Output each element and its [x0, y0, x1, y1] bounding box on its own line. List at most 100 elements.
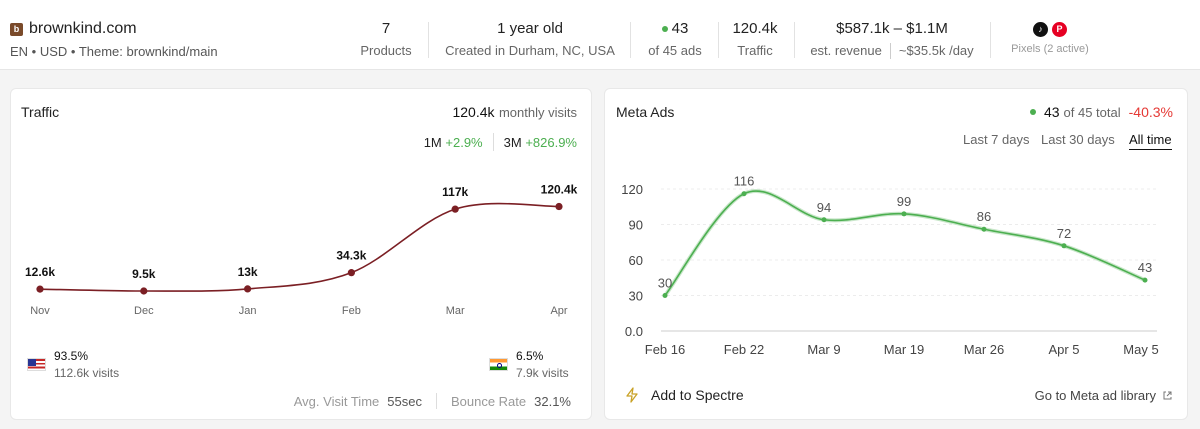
ads-x-tick: Mar 19 [884, 342, 924, 357]
divider [435, 393, 437, 409]
traffic-point [451, 205, 459, 213]
ads-x-tick: May 5 [1123, 342, 1158, 357]
ads-point [981, 226, 987, 232]
change-1m-value: +2.9% [445, 134, 483, 150]
bounce-label: Bounce Rate [450, 393, 527, 409]
ads-data-label: 116 [734, 174, 755, 189]
products-stat[interactable]: 7 Products [356, 20, 416, 58]
avg-visit-value: 55sec [387, 393, 422, 409]
revenue-stat[interactable]: $587.1k – $1.1M est. revenue ~$35.5k /da… [800, 20, 984, 59]
traffic-x-tick: Apr [550, 305, 567, 317]
divider [492, 133, 494, 151]
products-count: 7 [381, 20, 391, 37]
country-visits: 112.6k visits [54, 366, 120, 380]
ads-data-label: 86 [977, 209, 991, 224]
ads-y-tick: 30 [629, 289, 643, 304]
traffic-x-tick: Feb [342, 305, 361, 317]
ads-y-tick: 120 [621, 182, 643, 197]
country-india: 6.5% 7.9k visits [489, 349, 569, 380]
traffic-point [244, 285, 252, 293]
ads-point [901, 211, 907, 217]
traffic-point [347, 269, 355, 277]
ads-data-label: 72 [1057, 226, 1071, 241]
traffic-changes: 1M +2.9% 3M +826.9% [424, 133, 577, 151]
tab-all-time[interactable]: All time [1129, 132, 1172, 150]
ads-x-tick: Feb 22 [724, 342, 764, 357]
divider [794, 22, 795, 58]
pixels-label: Pixels (2 active) [1011, 43, 1089, 55]
ads-x-tick: Apr 5 [1048, 342, 1079, 357]
traffic-line [39, 202, 560, 292]
traffic-card: Traffic 120.4k monthly visits 1M +2.9% 3… [10, 88, 592, 420]
ads-change: -40.3% [1128, 104, 1173, 120]
country-visits: 7.9k visits [516, 366, 569, 380]
add-to-spectre-label: Add to Spectre [651, 387, 744, 403]
lightning-icon [626, 387, 638, 403]
us-flag-icon [27, 358, 46, 371]
ads-chart: 0.0 30 60 90 120 30 Feb 16 116 Feb 22 94 Mar 9 99 Ma… [621, 174, 1158, 357]
traffic-title: Traffic [21, 104, 60, 120]
bounce-value: 32.1% [534, 393, 571, 409]
meta-ad-library-link[interactable]: Go to Meta ad library [1035, 388, 1173, 403]
ads-data-label: 30 [658, 276, 672, 291]
age-stat: 1 year old Created in Durham, NC, USA [440, 20, 620, 58]
add-to-spectre-button[interactable]: Add to Spectre [625, 387, 744, 403]
country-pct: 93.5% [54, 349, 89, 363]
divider [718, 22, 719, 58]
active-dot-icon [1029, 109, 1036, 115]
india-flag-icon [489, 358, 508, 371]
traffic-data-label: 12.6k [25, 265, 55, 279]
ads-stat[interactable]: 43 of 45 ads [640, 20, 710, 58]
traffic-data-label: 117k [442, 185, 468, 199]
traffic-x-tick: Mar [446, 305, 465, 317]
traffic-data-label: 120.4k [541, 183, 578, 197]
revenue-label: est. revenue [810, 43, 882, 58]
traffic-point [140, 287, 148, 295]
pixels-stat[interactable]: ♪ P Pixels (2 active) [1006, 22, 1094, 55]
products-label: Products [360, 43, 412, 58]
store-age: 1 year old [497, 20, 563, 37]
country-us: 93.5% 112.6k visits [27, 349, 119, 380]
store-favicon-icon: b [10, 22, 23, 36]
ads-total: of 45 total [1063, 104, 1121, 120]
tab-last-30-days[interactable]: Last 30 days [1041, 132, 1115, 147]
traffic-stat[interactable]: 120.4k Traffic [722, 20, 788, 58]
ads-data-label: 99 [897, 194, 911, 209]
ads-point [1061, 243, 1067, 249]
change-1m-label: 1M [423, 134, 442, 150]
store-domain[interactable]: brownkind.com [29, 20, 137, 37]
active-dot-icon [661, 26, 668, 33]
traffic-chart: 12.6k Nov 9.5k Dec 13k Jan 34.3k Feb 117k Mar 120.… [25, 183, 578, 317]
ads-x-tick: Feb 16 [645, 342, 685, 357]
meta-ads-card: Meta Ads 43 of 45 total -40.3% Last 7 da… [604, 88, 1188, 420]
ads-x-tick: Mar 9 [807, 342, 840, 357]
traffic-data-label: 34.3k [336, 249, 366, 263]
monthly-visits: 120.4k monthly visits [452, 104, 577, 122]
change-3m-value: +826.9% [525, 134, 577, 150]
revenue-range: $587.1k – $1.1M [836, 20, 948, 37]
ads-point [662, 293, 668, 298]
ads-count: 43 [1043, 104, 1060, 120]
meta-ads-title: Meta Ads [616, 104, 675, 120]
divider [428, 22, 429, 58]
divider [990, 22, 991, 58]
external-link-icon [1163, 391, 1172, 400]
ads-summary: 43 of 45 total -40.3% [1029, 104, 1173, 120]
country-pct: 6.5% [516, 349, 544, 363]
ads-point [1142, 277, 1148, 283]
monthly-visits-value: 120.4k [452, 104, 495, 120]
change-3m-label: 3M [503, 134, 522, 150]
traffic-x-tick: Nov [30, 305, 50, 317]
tab-last-7-days[interactable]: Last 7 days [963, 132, 1030, 147]
ads-point [821, 217, 827, 223]
brand: b brownkind.com EN • USD • Theme: brownk… [10, 20, 218, 59]
ads-data-label: 94 [817, 200, 831, 215]
traffic-x-tick: Dec [134, 305, 154, 317]
ads-total-label: of 45 ads [648, 43, 702, 58]
traffic-data-label: 9.5k [132, 267, 156, 281]
store-header: b brownkind.com EN • USD • Theme: brownk… [0, 0, 1200, 70]
visit-metrics: Avg. Visit Time 55sec Bounce Rate 32.1% [294, 393, 571, 409]
active-ads-count: 43 [671, 20, 689, 37]
store-meta: EN • USD • Theme: brownkind/main [10, 44, 218, 59]
ads-x-tick: Mar 26 [964, 342, 1004, 357]
